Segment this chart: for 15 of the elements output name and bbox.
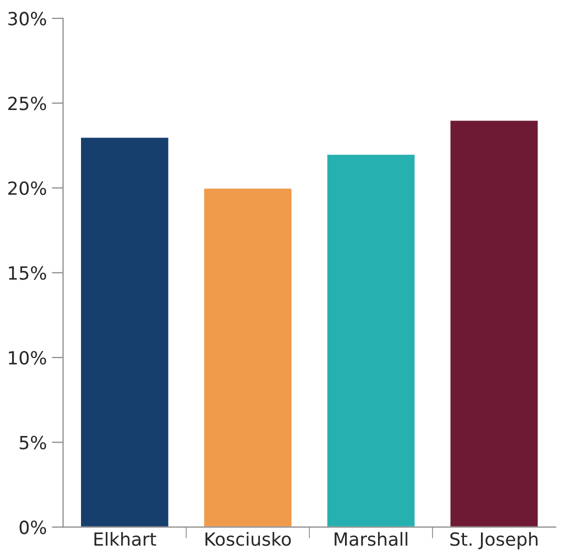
y-tick-label: 5%: [20, 436, 46, 450]
y-tick-label: 10%: [8, 350, 46, 365]
y-tick-label: 25%: [8, 96, 46, 110]
x-tick-label: St. Joseph: [450, 532, 538, 550]
bar: [80, 136, 170, 528]
y-tick-label: 20%: [8, 181, 46, 196]
x-tick-label: Kosciusko: [206, 532, 291, 546]
y-tick-label: 30%: [8, 12, 46, 26]
y-tick-label: 15%: [8, 266, 46, 280]
x-tick-label: Elkhart: [94, 532, 156, 546]
bar: [449, 119, 540, 528]
x-tick-label: Marshall: [334, 532, 408, 546]
bar: [326, 153, 416, 528]
bar: [202, 187, 293, 528]
y-tick-label: 0%: [20, 520, 46, 534]
